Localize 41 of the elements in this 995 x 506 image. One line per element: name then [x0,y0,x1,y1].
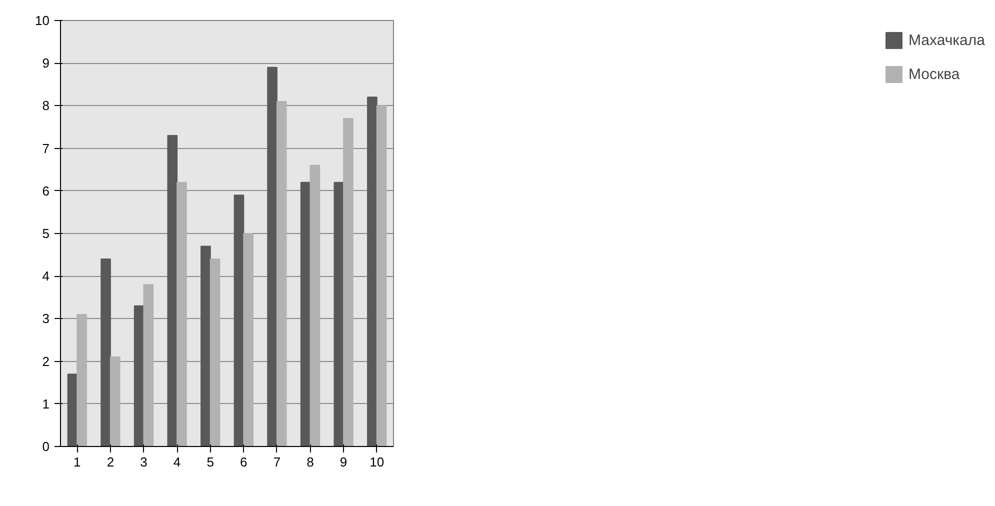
x-tick-label: 10 [370,454,384,470]
y-tick-label: 1 [42,396,50,412]
x-tick-label: 1 [74,454,81,470]
bar [134,305,144,446]
y-tick-label: 3 [42,311,50,326]
x-tick-label: 9 [340,454,348,470]
y-tick-label: 2 [42,354,50,369]
y-tick-label: 10 [35,13,50,28]
bar [210,258,220,446]
y-tick-label: 0 [42,439,50,454]
bar [167,135,178,446]
bar [243,233,254,446]
bar [310,164,320,446]
bar [200,246,211,446]
y-tick-label: 8 [42,98,50,114]
bar [343,118,354,446]
bar [143,284,154,446]
legend-label: Москва [908,66,960,82]
x-tick-label: 3 [140,454,148,470]
bar [76,314,87,446]
bar [376,105,387,446]
bar [334,182,344,446]
bar [110,356,120,446]
y-tick-label: 9 [42,56,50,71]
bar [267,66,278,446]
bar [276,100,287,446]
x-tick-label: 7 [273,454,281,470]
y-tick-label: 4 [42,268,50,284]
y-tick-label: 7 [42,140,50,156]
x-tick-label: 6 [240,454,248,470]
x-tick-label: 8 [306,454,314,470]
x-tick-label: 5 [206,454,214,470]
y-tick-label: 6 [42,183,50,198]
x-tick-label: 2 [106,454,114,470]
x-tick-label: 4 [173,454,181,470]
y-tick-label: 5 [42,226,50,241]
bar [300,182,311,446]
bar [100,258,111,446]
legend-label: Махачкала [908,32,985,48]
bar [176,182,187,446]
bar [367,96,378,446]
